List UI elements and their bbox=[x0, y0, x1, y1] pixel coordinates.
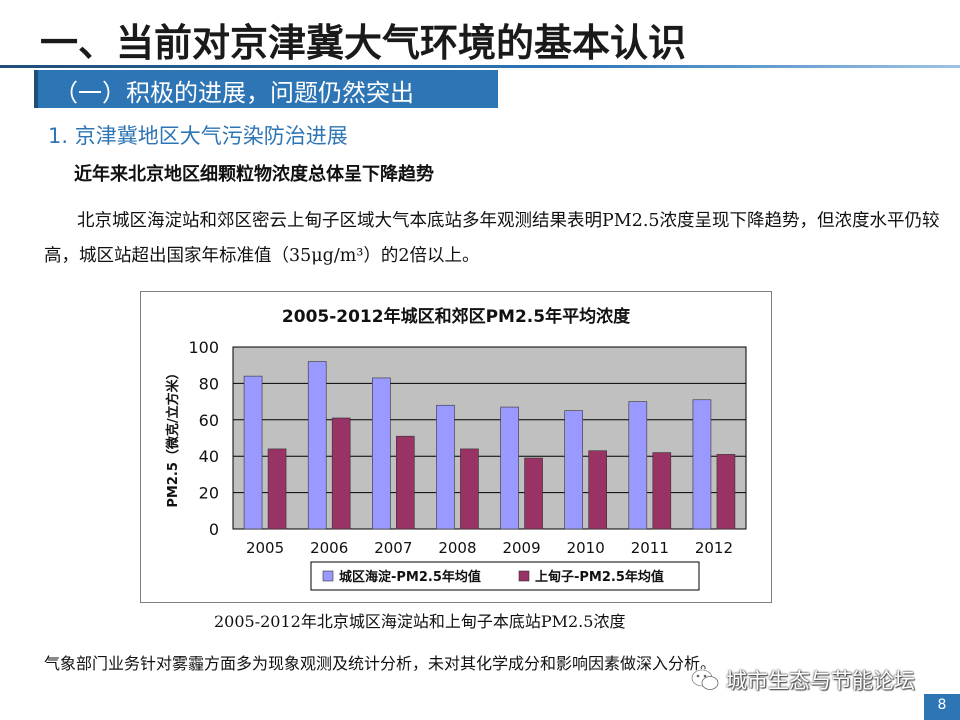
bar-2012-series-1 bbox=[692, 399, 712, 530]
footnote-text: 气象部门业务针对雾霾方面多为现象观测及统计分析，未对其化学成分和影响因素做深入分… bbox=[44, 654, 717, 673]
bar-2009-series-2 bbox=[524, 457, 543, 530]
watermark: 城市生态与节能论坛 bbox=[690, 664, 934, 696]
watermark-text: 城市生态与节能论坛 bbox=[726, 669, 915, 693]
section-banner: （一）积极的进展，问题仍然突出 bbox=[34, 70, 498, 108]
legend-box bbox=[310, 561, 700, 591]
x-tick-label: 2005 bbox=[246, 539, 284, 557]
bar-2011-series-1 bbox=[628, 401, 648, 530]
y-tick-label: 60 bbox=[199, 411, 219, 430]
y-axis-label: PM2.5（微克/立方米） bbox=[165, 366, 181, 507]
y-tick-label: 80 bbox=[199, 374, 219, 393]
y-tick-label: 0 bbox=[209, 520, 219, 539]
bar-2005-series-2 bbox=[267, 448, 287, 530]
x-tick-label: 2012 bbox=[695, 539, 733, 557]
wechat-icon bbox=[691, 669, 719, 690]
plot-area: 0 20 40 60 80 100 2005 2006 2007 2008 2009 2010 2011… bbox=[188, 338, 747, 557]
x-tick-label: 2009 bbox=[502, 539, 540, 557]
bar-2009-series-1 bbox=[500, 406, 519, 530]
bar-2010-series-1 bbox=[564, 410, 583, 530]
bar-2008-series-2 bbox=[460, 448, 479, 530]
chart-canvas: 2005-2012年城区和郊区PM2.5年平均浓度 PM2.5（微克/立方米） … bbox=[165, 306, 747, 591]
legend: 城区海淀-PM2.5年均值 上甸子-PM2.5年均值 bbox=[310, 561, 700, 591]
legend-swatch-2 bbox=[518, 570, 530, 582]
bar-2005-series-1 bbox=[243, 375, 263, 530]
bar-2012-series-2 bbox=[716, 454, 736, 530]
y-tick-label: 20 bbox=[199, 484, 219, 503]
legend-label-1: 城区海淀-PM2.5年均值 bbox=[339, 569, 481, 585]
x-tick-label: 2008 bbox=[438, 539, 476, 557]
bar-2011-series-2 bbox=[652, 452, 672, 530]
bar-2006-series-2 bbox=[331, 417, 351, 530]
bar-2007-series-2 bbox=[396, 435, 415, 530]
slide-title: 一、当前对京津冀大气环境的基本认识 bbox=[40, 21, 687, 65]
x-tick-label: 2006 bbox=[310, 539, 348, 557]
y-tick-label: 40 bbox=[199, 447, 219, 466]
body-paragraph: 北京城区海淀站和郊区密云上甸子区域大气本底站多年观测结果表明PM2.5浓度呈现下… bbox=[44, 211, 940, 266]
section-heading: （一）积极的进展，问题仍然突出 bbox=[54, 79, 414, 107]
x-tick-label: 2007 bbox=[374, 539, 412, 557]
chart-title: 2005-2012年城区和郊区PM2.5年平均浓度 bbox=[282, 306, 631, 327]
legend-label-2: 上甸子-PM2.5年均值 bbox=[535, 569, 664, 585]
bar-2010-series-2 bbox=[588, 450, 607, 530]
bar-2007-series-1 bbox=[372, 377, 391, 530]
chart-caption: 2005-2012年北京城区海淀站和上甸子本底站PM2.5浓度 bbox=[214, 612, 626, 631]
bar-2008-series-1 bbox=[436, 404, 455, 530]
x-tick-label: 2011 bbox=[631, 539, 669, 557]
page-number-badge: 8 bbox=[924, 694, 960, 720]
legend-swatch-1 bbox=[322, 570, 334, 582]
lead-sentence: 近年来北京地区细颗粒物浓度总体呈下降趋势 bbox=[74, 164, 434, 185]
bar-2006-series-1 bbox=[307, 361, 327, 530]
plot-border bbox=[232, 346, 747, 530]
page-number: 8 bbox=[937, 697, 947, 713]
pm25-chart: 2005-2012年城区和郊区PM2.5年平均浓度 PM2.5（微克/立方米） … bbox=[140, 291, 772, 603]
x-tick-label: 2010 bbox=[567, 539, 605, 557]
title-divider bbox=[0, 65, 960, 68]
subsection-heading: 1. 京津冀地区大气污染防治进展 bbox=[48, 124, 348, 148]
y-tick-label: 100 bbox=[188, 338, 219, 357]
